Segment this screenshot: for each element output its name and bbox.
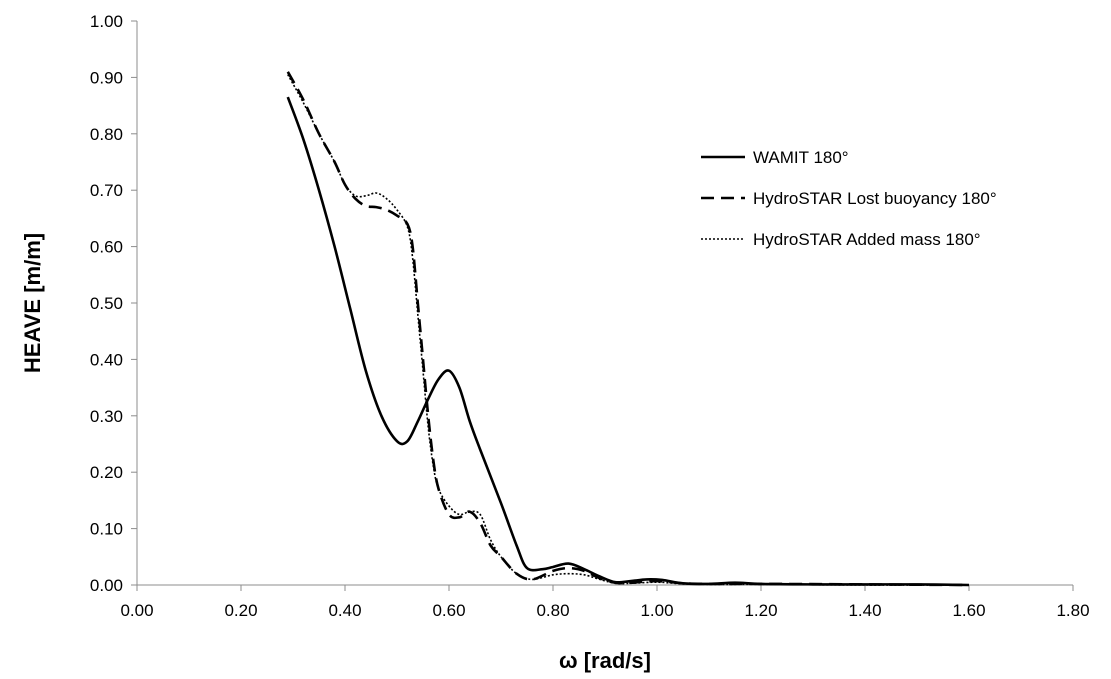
legend-label-1: WAMIT 180° bbox=[753, 148, 849, 167]
x-tick-label: 1.20 bbox=[744, 601, 777, 620]
x-tick-label: 1.00 bbox=[640, 601, 673, 620]
legend-label-2: HydroSTAR Lost buoyancy 180° bbox=[753, 189, 997, 208]
y-tick-label: 0.20 bbox=[90, 463, 123, 482]
y-tick-label: 0.70 bbox=[90, 181, 123, 200]
y-tick-label: 0.50 bbox=[90, 294, 123, 313]
y-tick-label: 0.40 bbox=[90, 350, 123, 369]
series-line-3 bbox=[287, 74, 970, 586]
series-line-1 bbox=[286, 96, 970, 587]
x-tick-label: 0.40 bbox=[328, 601, 361, 620]
x-axis-title: ω [rad/s] bbox=[559, 648, 651, 673]
y-tick-label: 0.80 bbox=[90, 125, 123, 144]
x-tick-label: 1.60 bbox=[952, 601, 985, 620]
y-tick-label: 0.60 bbox=[90, 238, 123, 257]
y-tick-label: 0.00 bbox=[90, 576, 123, 595]
y-axis-title: HEAVE [m/m] bbox=[20, 233, 45, 373]
x-tick-label: 0.60 bbox=[432, 601, 465, 620]
y-tick-label: 0.10 bbox=[90, 520, 123, 539]
x-tick-label: 1.40 bbox=[848, 601, 881, 620]
legend-label-3: HydroSTAR Added mass 180° bbox=[753, 230, 981, 249]
x-tick-label: 0.00 bbox=[120, 601, 153, 620]
y-tick-label: 0.90 bbox=[90, 68, 123, 87]
series-line-2 bbox=[286, 71, 970, 587]
legend: WAMIT 180° HydroSTAR Lost buoyancy 180° Hy… bbox=[701, 148, 997, 249]
series-layer bbox=[286, 71, 970, 587]
x-tick-label: 0.20 bbox=[224, 601, 257, 620]
x-tick-label: 0.80 bbox=[536, 601, 569, 620]
x-tick-label: 1.80 bbox=[1056, 601, 1089, 620]
y-tick-label: 0.30 bbox=[90, 407, 123, 426]
y-tick-label: 1.00 bbox=[90, 12, 123, 31]
axes: 0.00 0.10 0.20 0.30 0.40 0.50 0.60 0.70 0.80 0.90… bbox=[90, 12, 1090, 620]
